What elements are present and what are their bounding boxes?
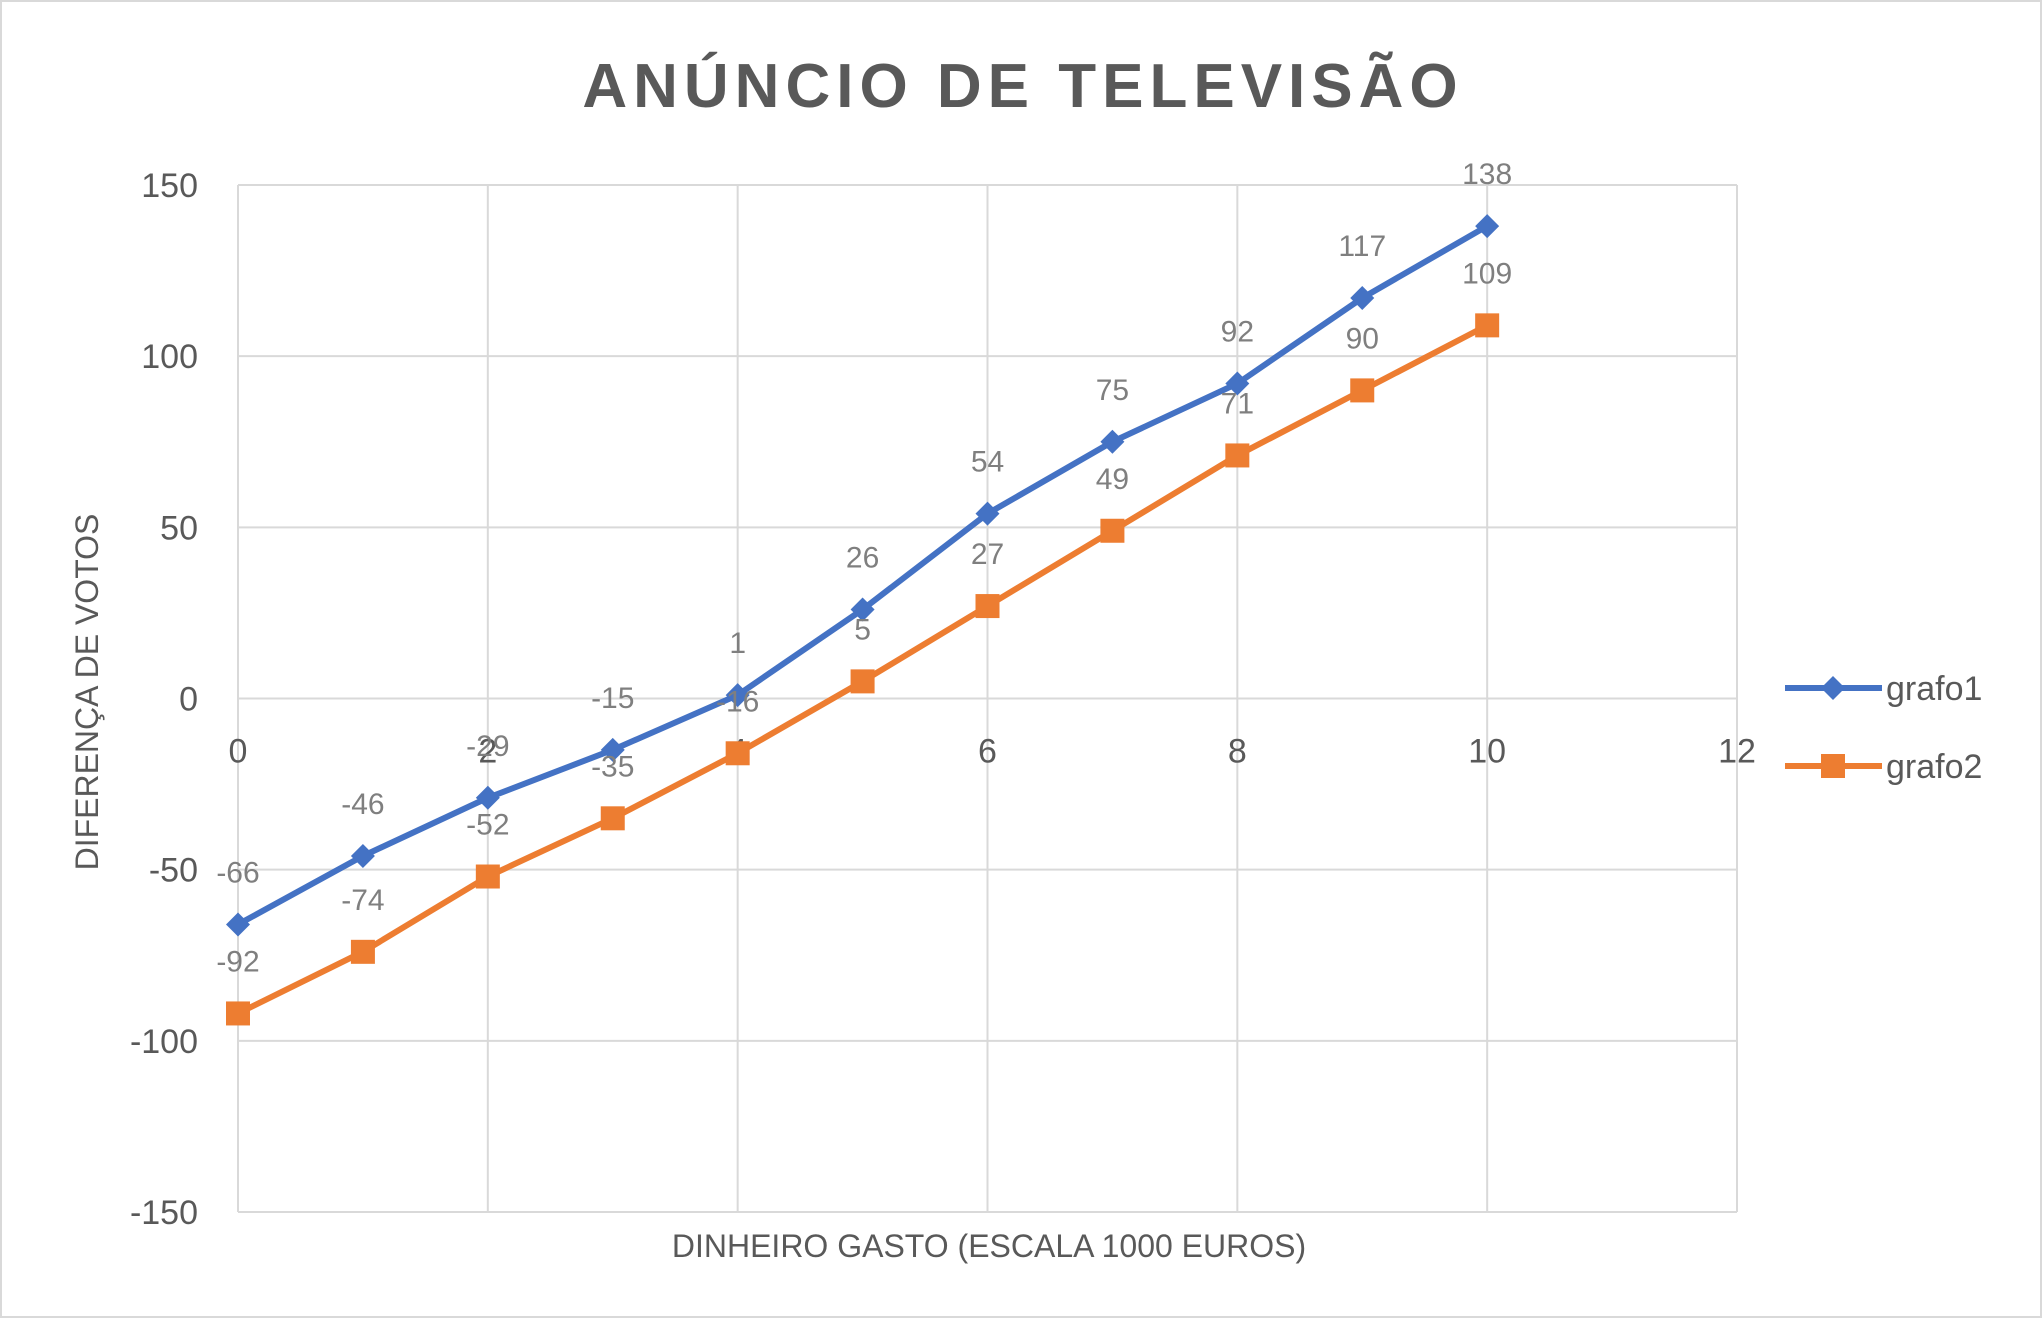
data-label-grafo1: 117: [1338, 230, 1386, 263]
y-tick-label: 0: [179, 681, 198, 719]
data-point-grafo1: [226, 912, 250, 937]
data-point-grafo2: [725, 741, 750, 766]
data-label-grafo1: 26: [846, 541, 879, 574]
data-label-grafo2: 109: [1462, 257, 1512, 290]
data-label-grafo2: -16: [716, 685, 759, 718]
data-label-grafo2: -35: [591, 750, 634, 783]
x-tick-label: 2: [478, 733, 497, 771]
data-label-grafo2: 90: [1346, 322, 1379, 355]
x-tick-label: 10: [1468, 733, 1506, 771]
y-tick-label: 50: [160, 509, 198, 547]
data-point-grafo1: [725, 683, 750, 708]
data-point-grafo1: [975, 501, 1000, 526]
data-label-grafo2: -74: [341, 884, 384, 917]
data-point-grafo2: [600, 806, 625, 831]
data-point-grafo2: [226, 1001, 250, 1026]
y-tick-label: 100: [141, 338, 198, 376]
x-tick-label: 12: [1718, 733, 1756, 771]
data-point-grafo2: [1100, 518, 1125, 543]
data-point-grafo2: [975, 594, 1000, 619]
data-point-grafo2: [1350, 378, 1375, 403]
legend-label-grafo2: grafo2: [1886, 748, 1982, 786]
data-label-grafo1: -15: [591, 682, 634, 715]
data-point-grafo2: [1225, 443, 1250, 468]
chart-title: ANÚNCIO DE TELEVISÃO: [582, 52, 1463, 121]
data-point-grafo1: [1225, 371, 1250, 396]
data-point-grafo2: [850, 669, 875, 694]
series-line-grafo1: [235, 223, 1491, 928]
y-tick-label: -150: [130, 1194, 198, 1232]
data-point-grafo1: [850, 597, 875, 622]
data-point-grafo2: [350, 939, 375, 964]
data-label-grafo2: -52: [466, 809, 509, 842]
data-label-grafo1: 138: [1462, 158, 1512, 191]
data-point-grafo2: [1475, 313, 1500, 338]
data-label-grafo1: 75: [1096, 374, 1129, 407]
y-tick-label: -50: [149, 852, 198, 890]
x-axis-title: DINHEIRO GASTO (ESCALA 1000 EUROS): [672, 1228, 1306, 1264]
legend-marker-grafo2: [1821, 754, 1845, 778]
data-label-grafo2: 5: [854, 613, 871, 646]
y-tick-label: 150: [141, 167, 198, 205]
data-label-grafo1: 54: [971, 446, 1004, 479]
data-labels: -66-46-29-15126547592117138-92-74-52-35-…: [216, 158, 1512, 978]
y-axis-title: DIFERENÇA DE VOTOS: [69, 514, 105, 871]
data-label-grafo2: -92: [216, 945, 259, 978]
data-point-grafo1: [475, 785, 500, 810]
data-label-grafo2: 27: [971, 538, 1004, 571]
data-point-grafo1: [600, 737, 625, 762]
gridlines: [237, 184, 1738, 1213]
x-tick-label: 8: [1228, 733, 1247, 771]
data-label-grafo1: -66: [216, 856, 259, 889]
data-point-grafo1: [350, 843, 375, 868]
data-label-grafo2: 71: [1221, 387, 1254, 420]
legend-label-grafo1: grafo1: [1886, 670, 1982, 708]
data-point-grafo1: [1350, 285, 1375, 310]
x-tick-label: 0: [229, 733, 248, 771]
y-tick-label: -100: [130, 1023, 198, 1061]
x-tick-label: 6: [978, 733, 997, 771]
data-label-grafo1: 1: [729, 627, 746, 660]
legend-marker-grafo1: [1821, 676, 1845, 700]
data-point-grafo1: [1100, 429, 1125, 454]
series-lines: [226, 214, 1500, 1026]
data-point-grafo2: [475, 864, 500, 889]
data-label-grafo1: -46: [341, 788, 384, 821]
data-point-grafo1: [1475, 214, 1500, 239]
data-label-grafo1: 92: [1221, 316, 1254, 349]
data-label-grafo1: -29: [466, 730, 509, 763]
legend: grafo1 grafo2: [1785, 670, 1982, 786]
data-label-grafo2: 49: [1096, 463, 1129, 496]
